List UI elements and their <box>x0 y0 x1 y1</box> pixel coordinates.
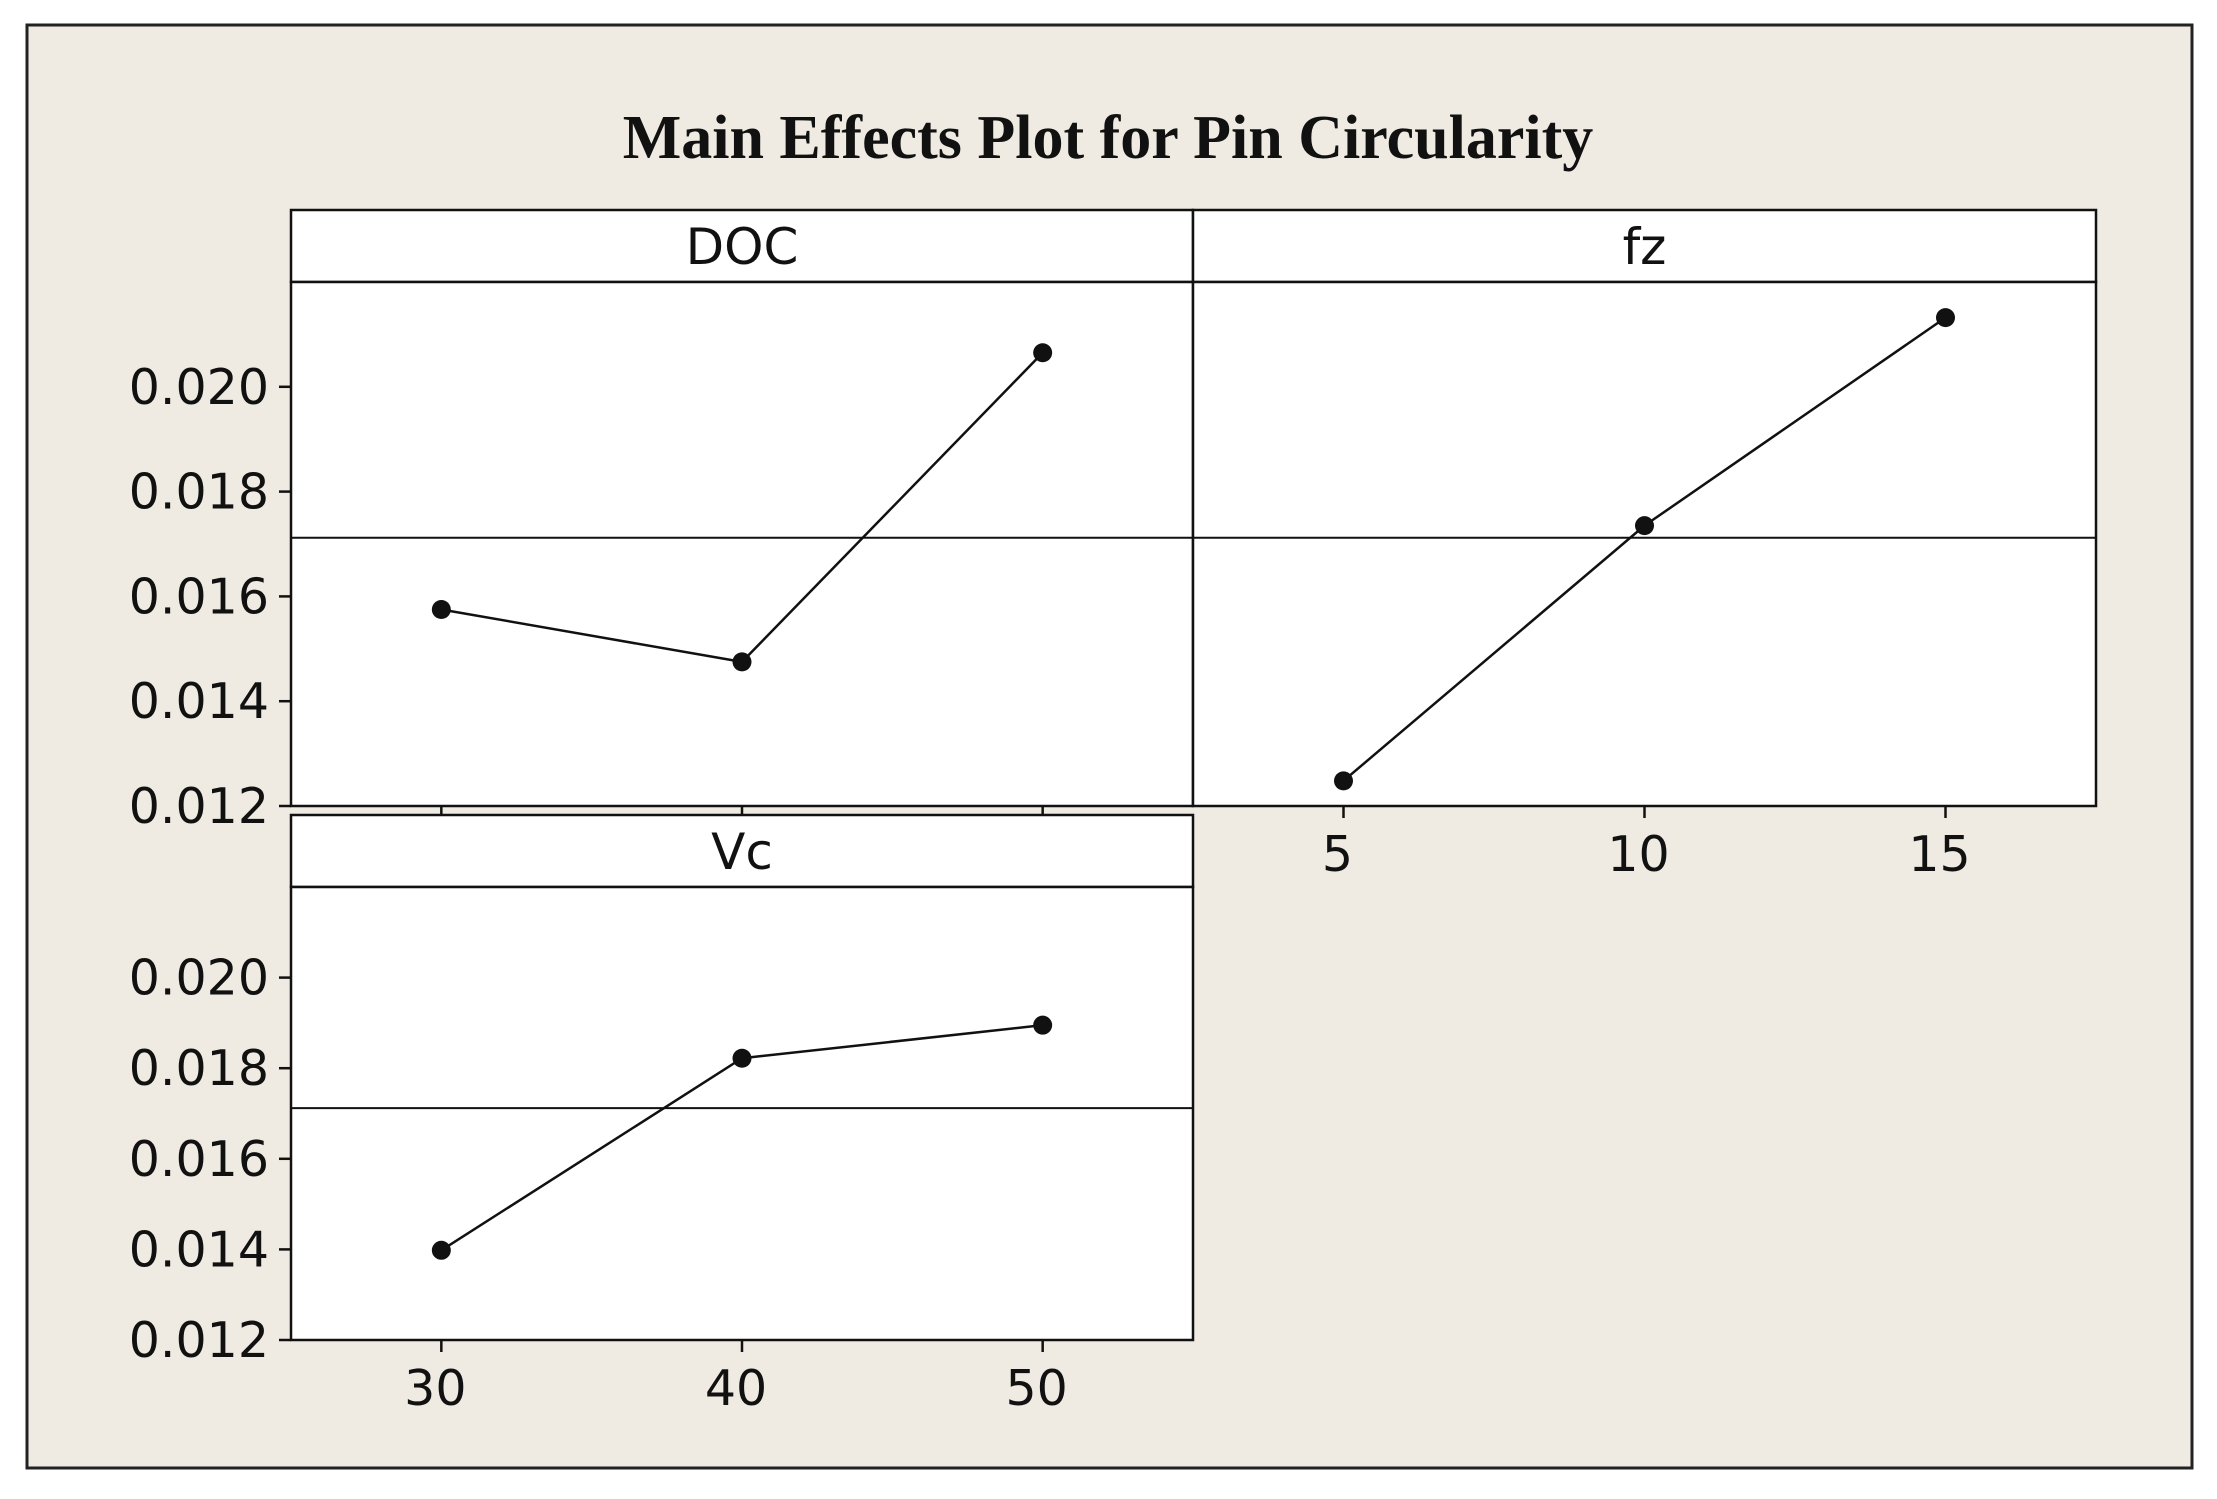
x-tick-label: 50 <box>1005 1360 1067 1417</box>
x-tick-label: 40 <box>705 1360 767 1417</box>
panel-vc: Vc 0.012 0.014 0.016 0.018 0.020 30 40 50 <box>129 813 1195 1417</box>
x-tick-label: 30 <box>404 1360 466 1417</box>
panel-label: DOC <box>686 218 799 276</box>
panel-header <box>1191 208 2098 284</box>
chart-title: Main Effects Plot for Pin Circularity <box>623 104 1594 172</box>
x-tick-label: 5 <box>1322 826 1353 883</box>
panel-plot-area <box>1191 280 2098 808</box>
y-tick-label: 0.014 <box>129 673 269 730</box>
panel-label: Vc <box>711 823 773 881</box>
y-tick-label: 0.016 <box>129 568 269 625</box>
y-tick-label: 0.018 <box>129 1040 269 1097</box>
data-point <box>1334 771 1353 791</box>
y-tick-label: 0.014 <box>129 1221 269 1278</box>
x-tick-label: 15 <box>1908 826 1970 883</box>
panel-plot-area <box>289 885 1195 1342</box>
panel-header <box>289 813 1195 889</box>
y-tick-label: 0.012 <box>129 778 269 835</box>
y-tick-label: 0.016 <box>129 1131 269 1188</box>
data-point <box>1936 308 1955 328</box>
panel-fz: fz 5 10 15 <box>1191 208 2098 883</box>
data-point <box>431 600 451 619</box>
y-tick-label: 0.012 <box>129 1312 269 1369</box>
x-tick-label: 10 <box>1607 826 1669 883</box>
panel-header <box>289 208 1195 284</box>
y-tick-label: 0.018 <box>129 464 269 521</box>
data-point <box>1635 516 1654 536</box>
y-tick-label: 0.020 <box>129 359 269 416</box>
data-point <box>1033 343 1053 363</box>
panel-label: fz <box>1623 218 1667 276</box>
data-point <box>1033 1015 1053 1035</box>
data-point <box>732 652 752 672</box>
data-point <box>431 1240 451 1260</box>
panels-layer: DOC0.0120.0140.0160.0180.02050100150fz51… <box>129 208 2098 1417</box>
y-tick-label: 0.020 <box>129 950 269 1007</box>
data-point <box>732 1048 752 1068</box>
panel-plot-area <box>289 280 1195 808</box>
